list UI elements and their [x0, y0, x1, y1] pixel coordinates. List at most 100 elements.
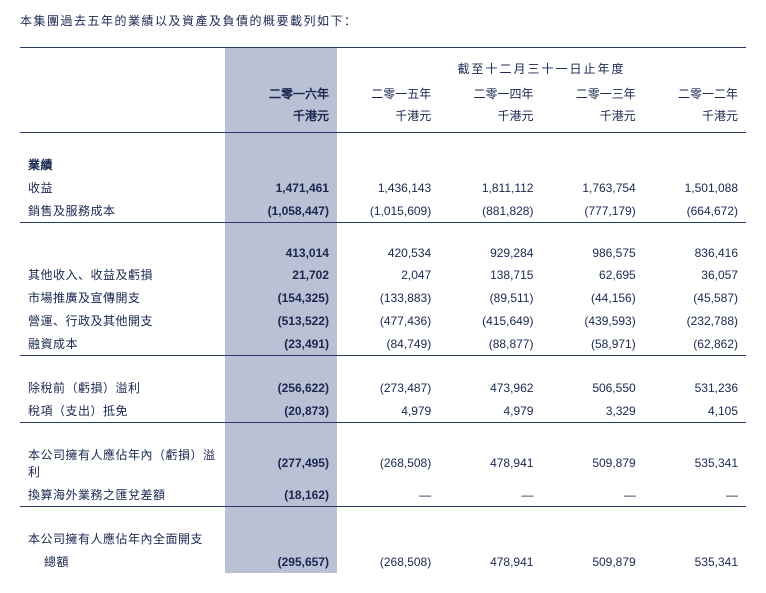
unit-col-0: 千港元 [225, 104, 337, 133]
table-cell: (256,622) [225, 376, 337, 399]
period-header: 截至十二月三十一日止年度 [337, 48, 746, 81]
table-cell: (154,325) [225, 286, 337, 309]
row-label: 本公司擁有人應佔年內全面開支 [20, 527, 225, 550]
table-cell: (268,508) [337, 443, 439, 483]
table-cell: (415,649) [439, 309, 541, 332]
year-col-4: 二零一二年 [644, 81, 746, 104]
table-cell: 2,047 [337, 263, 439, 286]
table-cell: (89,511) [439, 286, 541, 309]
table-cell: (58,971) [541, 332, 643, 356]
table-cell: (23,491) [225, 332, 337, 356]
table-cell: (273,487) [337, 376, 439, 399]
table-cell: 535,341 [644, 443, 746, 483]
table-cell: 21,702 [225, 263, 337, 286]
table-cell: (1,015,609) [337, 199, 439, 223]
table-cell: 4,979 [337, 399, 439, 423]
year-col-3: 二零一三年 [541, 81, 643, 104]
table-cell: 1,471,461 [225, 176, 337, 199]
table-cell: 478,941 [439, 443, 541, 483]
table-cell [644, 527, 746, 550]
table-cell: 1,501,088 [644, 176, 746, 199]
year-col-0: 二零一六年 [225, 81, 337, 104]
table-cell: (20,873) [225, 399, 337, 423]
row-label: 收益 [20, 176, 225, 199]
table-cell: — [644, 483, 746, 507]
table-cell [541, 153, 643, 176]
row-label: 其他收入、收益及虧損 [20, 263, 225, 286]
blank-header [20, 104, 225, 133]
table-cell: 531,236 [644, 376, 746, 399]
table-cell: 36,057 [644, 263, 746, 286]
row-label: 總額 [20, 550, 225, 573]
table-cell: 138,715 [439, 263, 541, 286]
table-cell: — [337, 483, 439, 507]
table-cell: (664,672) [644, 199, 746, 223]
table-cell: 62,695 [541, 263, 643, 286]
table-cell: 473,962 [439, 376, 541, 399]
table-cell: (881,828) [439, 199, 541, 223]
table-cell: (62,862) [644, 332, 746, 356]
table-cell [439, 153, 541, 176]
blank-header [20, 81, 225, 104]
row-label: 稅項（支出）抵免 [20, 399, 225, 423]
table-cell [644, 153, 746, 176]
table-cell: 929,284 [439, 243, 541, 263]
table-cell: 1,811,112 [439, 176, 541, 199]
unit-col-4: 千港元 [644, 104, 746, 133]
row-label: 除稅前（虧損）溢利 [20, 376, 225, 399]
group-heading: 業績 [20, 153, 225, 176]
row-label: 本公司擁有人應佔年內（虧損）溢利 [20, 443, 225, 483]
intro-text: 本集團過去五年的業績以及資產及負債的概要載列如下： [20, 12, 746, 29]
table-cell: 4,979 [439, 399, 541, 423]
blank-header [20, 48, 225, 81]
table-cell: (477,436) [337, 309, 439, 332]
year-col-2: 二零一四年 [439, 81, 541, 104]
table-cell: 1,763,754 [541, 176, 643, 199]
table-cell [225, 527, 337, 550]
table-cell: 535,341 [644, 550, 746, 573]
table-cell: (1,058,447) [225, 199, 337, 223]
table-cell: 3,329 [541, 399, 643, 423]
table-cell: (88,877) [439, 332, 541, 356]
financial-table: 截至十二月三十一日止年度 二零一六年 二零一五年 二零一四年 二零一三年 二零一… [20, 48, 746, 573]
table-cell: 413,014 [225, 243, 337, 263]
table-cell: 478,941 [439, 550, 541, 573]
table-cell: (513,522) [225, 309, 337, 332]
table-cell: 1,436,143 [337, 176, 439, 199]
table-cell [337, 527, 439, 550]
table-cell: (232,788) [644, 309, 746, 332]
row-label: 換算海外業務之匯兌差額 [20, 483, 225, 507]
table-cell: (777,179) [541, 199, 643, 223]
table-cell: — [439, 483, 541, 507]
table-cell [225, 153, 337, 176]
row-label: 融資成本 [20, 332, 225, 356]
table-cell: 420,534 [337, 243, 439, 263]
table-cell [541, 527, 643, 550]
table-cell: (44,156) [541, 286, 643, 309]
table-cell: (268,508) [337, 550, 439, 573]
table-cell: (295,657) [225, 550, 337, 573]
blank-emph-header [225, 48, 337, 81]
table-cell: 4,105 [644, 399, 746, 423]
unit-col-2: 千港元 [439, 104, 541, 133]
table-cell: — [541, 483, 643, 507]
row-label: 營運、行政及其他開支 [20, 309, 225, 332]
table-cell: (133,883) [337, 286, 439, 309]
unit-col-3: 千港元 [541, 104, 643, 133]
row-label: 銷售及服務成本 [20, 199, 225, 223]
table-cell: 509,879 [541, 550, 643, 573]
financial-table-container: 截至十二月三十一日止年度 二零一六年 二零一五年 二零一四年 二零一三年 二零一… [20, 47, 746, 573]
table-cell: (45,587) [644, 286, 746, 309]
table-cell: (439,593) [541, 309, 643, 332]
table-cell [337, 153, 439, 176]
table-cell: (277,495) [225, 443, 337, 483]
table-body: 業績收益1,471,4611,436,1431,811,1121,763,754… [20, 133, 746, 574]
table-cell: 509,879 [541, 443, 643, 483]
year-col-1: 二零一五年 [337, 81, 439, 104]
row-label: 市場推廣及宣傳開支 [20, 286, 225, 309]
row-label [20, 243, 225, 263]
table-cell: 836,416 [644, 243, 746, 263]
table-cell [439, 527, 541, 550]
unit-col-1: 千港元 [337, 104, 439, 133]
table-cell: 986,575 [541, 243, 643, 263]
